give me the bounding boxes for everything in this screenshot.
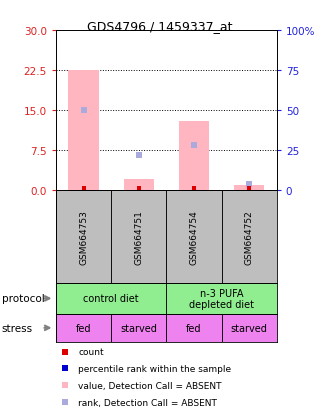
Text: GSM664752: GSM664752 [245,209,254,264]
Bar [111,314,166,342]
Bar [166,283,277,314]
Bar [166,190,222,283]
Text: starved: starved [231,323,268,333]
Text: stress: stress [2,323,33,333]
Bar [179,121,209,190]
Text: value, Detection Call = ABSENT: value, Detection Call = ABSENT [78,381,221,390]
Text: n-3 PUFA
depleted diet: n-3 PUFA depleted diet [189,288,254,309]
Text: control diet: control diet [84,294,139,304]
Bar [221,314,277,342]
Bar [111,190,166,283]
Bar [68,71,99,190]
Text: rank, Detection Call = ABSENT: rank, Detection Call = ABSENT [78,398,217,407]
Bar [56,314,111,342]
Text: GSM664751: GSM664751 [134,209,143,264]
Text: GDS4796 / 1459337_at: GDS4796 / 1459337_at [87,20,233,33]
Text: GSM664753: GSM664753 [79,209,88,264]
Bar [234,185,264,190]
Text: percentile rank within the sample: percentile rank within the sample [78,364,231,373]
Bar [166,314,222,342]
Text: fed: fed [76,323,91,333]
Text: count: count [78,347,104,356]
Bar [124,180,154,190]
Text: protocol: protocol [2,294,44,304]
Bar [56,190,111,283]
Bar [56,283,166,314]
Bar [221,190,277,283]
Text: starved: starved [120,323,157,333]
Text: fed: fed [186,323,202,333]
Text: GSM664754: GSM664754 [189,209,198,264]
